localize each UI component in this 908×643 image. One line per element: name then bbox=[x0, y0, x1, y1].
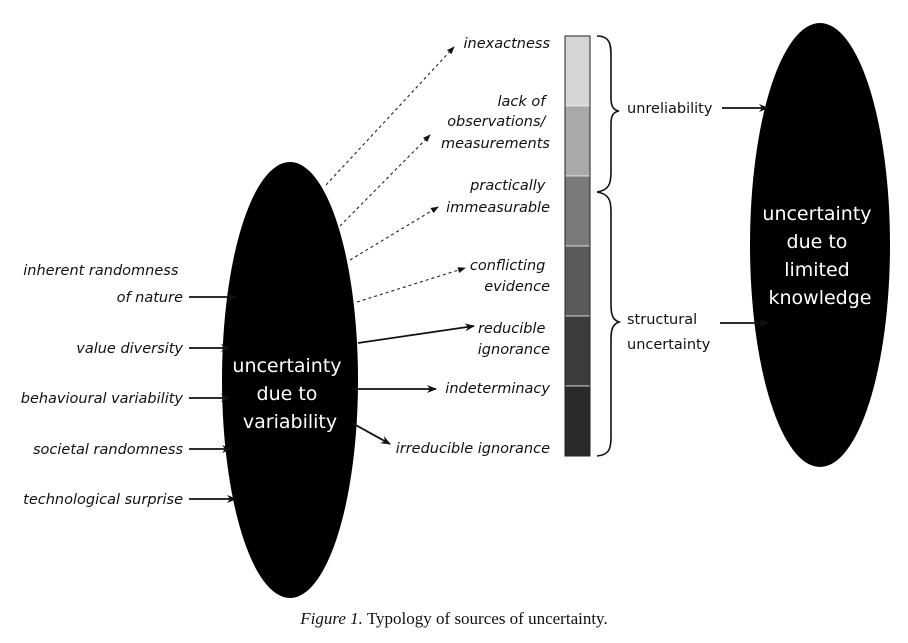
input-label-behavioural-variability: behavioural variability bbox=[21, 391, 184, 407]
source-label-practically-immeasurable: practically immeasurable bbox=[446, 178, 550, 216]
input-label-inherent-randomness: inherent randomness of nature bbox=[23, 263, 183, 306]
bar-segment-reducible-ignorance bbox=[564, 315, 591, 387]
category-label-structural-uncertainty: structural uncertainty bbox=[627, 312, 711, 353]
arrow-lack-of-observations bbox=[339, 134, 431, 227]
limited-knowledge-ellipse bbox=[750, 23, 890, 467]
variability-ellipse bbox=[222, 162, 358, 598]
bar-segment-conflicting-evidence bbox=[564, 245, 591, 317]
arrow-conflicting-evidence bbox=[356, 267, 466, 303]
arrow-reducible-ignorance bbox=[357, 323, 475, 344]
arrow-practically-immeasurable bbox=[349, 206, 439, 261]
arrow-irreducible-ignorance bbox=[351, 422, 391, 445]
brace-unreliability bbox=[596, 35, 620, 193]
input-label-technological-surprise: technological surprise bbox=[23, 492, 183, 508]
source-label-reducible-ignorance: reducible ignorance bbox=[478, 321, 550, 358]
source-label-irreducible-ignorance: irreducible ignorance bbox=[396, 441, 550, 457]
figure-caption: Figure 1. Typology of sources of uncerta… bbox=[299, 609, 607, 628]
category-label-unreliability: unreliability bbox=[627, 101, 713, 117]
input-label-value-diversity: value diversity bbox=[76, 341, 183, 357]
bar-segment-indeterminacy bbox=[564, 385, 591, 457]
bar-segment-practically-immeasurable bbox=[564, 175, 591, 247]
source-label-indeterminacy: indeterminacy bbox=[445, 381, 550, 397]
input-label-societal-randomness: societal randomness bbox=[33, 442, 183, 458]
brace-structural-uncertainty bbox=[596, 191, 622, 457]
bar-segment-inexactness bbox=[564, 35, 591, 107]
source-label-lack-of-observations: lack of observations/ measurements bbox=[441, 94, 550, 152]
limited-knowledge-label: uncertainty due to limited knowledge bbox=[762, 203, 877, 309]
gradient-bar-outline bbox=[564, 35, 591, 457]
arrow-inexactness bbox=[325, 46, 455, 186]
source-label-inexactness: inexactness bbox=[464, 36, 551, 52]
variability-label: uncertainty due to variability bbox=[232, 355, 347, 433]
bar-segment-lack-of-observations bbox=[564, 105, 591, 177]
source-label-conflicting-evidence: conflicting evidence bbox=[470, 258, 550, 295]
